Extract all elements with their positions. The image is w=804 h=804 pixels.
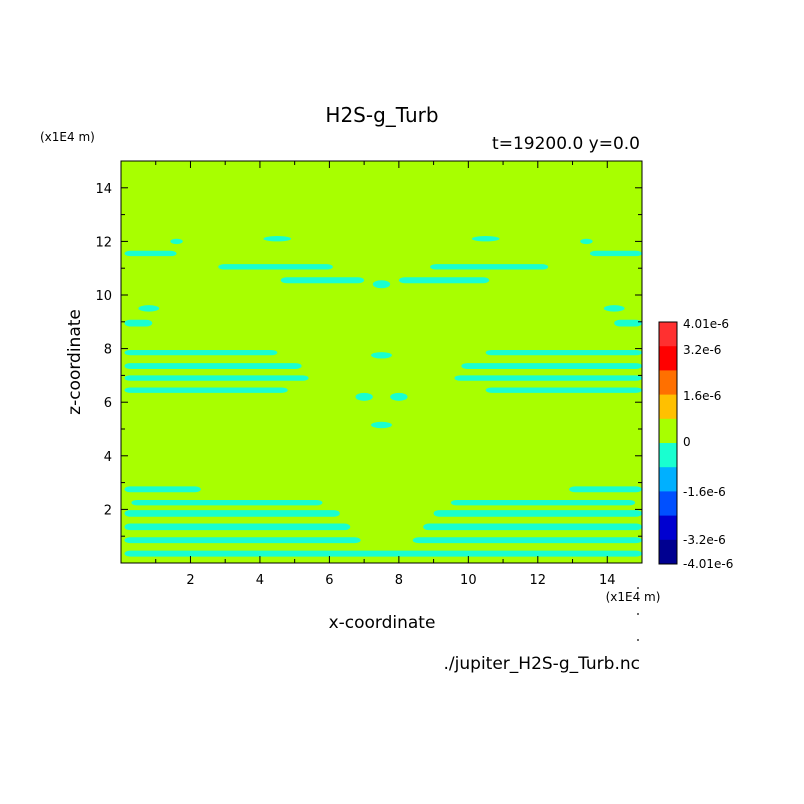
contour-band xyxy=(450,500,636,506)
x-tick-label: 2 xyxy=(186,573,194,588)
y-tick-label: 4 xyxy=(104,450,112,465)
source-file-label: ./jupiter_H2S-g_Turb.nc xyxy=(444,654,640,674)
contour-band xyxy=(485,387,642,393)
chart-subtitle: t=19200.0 y=0.0 xyxy=(492,134,640,154)
corner-dot xyxy=(637,639,639,641)
contour-band xyxy=(569,486,642,493)
contour-band xyxy=(124,550,642,557)
contour-band xyxy=(412,537,642,544)
contour-band xyxy=(124,486,201,493)
colorbar-swatch xyxy=(659,467,677,492)
x-tick-label: 8 xyxy=(395,573,403,588)
contour-band xyxy=(614,319,642,327)
contour-band xyxy=(398,277,490,284)
y-axis-unit: (x1E4 m) xyxy=(40,130,95,144)
contour-band xyxy=(124,537,361,544)
contour-band xyxy=(430,264,549,270)
chart-title: H2S-g_Turb xyxy=(325,103,438,127)
contour-band xyxy=(124,375,309,381)
colorbar-swatch xyxy=(659,539,677,565)
contour-blob xyxy=(371,352,392,359)
contour-band xyxy=(124,363,302,369)
colorbar-swatch xyxy=(659,443,677,468)
y-tick-label: 8 xyxy=(104,343,112,358)
contour-band xyxy=(124,319,153,327)
x-axis-label: x-coordinate xyxy=(329,613,436,633)
contour-blob xyxy=(372,280,391,289)
colorbar-swatch xyxy=(659,346,677,371)
axis-ticks: 2 4 6 8 10 12 14 2 4 6 8 10 12 14 xyxy=(95,161,642,588)
colorbar-swatch xyxy=(659,370,677,396)
contour-blob xyxy=(371,421,392,429)
colorbar-label: -4.01e-6 xyxy=(683,557,733,571)
contour-blob xyxy=(390,392,408,401)
contour-blob xyxy=(603,305,625,312)
corner-dot xyxy=(637,587,639,589)
contour-band xyxy=(280,277,365,284)
contour-blob xyxy=(580,238,593,245)
contour-blob xyxy=(355,392,373,401)
contour-band xyxy=(485,349,642,356)
colorbar: 4.01e-6 3.2e-6 1.6e-6 0 -1.6e-6 -3.2e-6 -4.01e… xyxy=(658,317,733,571)
x-tick-label: 4 xyxy=(256,573,264,588)
y-axis-label: z-coordinate xyxy=(65,309,85,415)
contour-band xyxy=(124,387,288,393)
contour-band xyxy=(124,523,351,531)
colorbar-swatch xyxy=(659,394,677,420)
y-tick-label: 12 xyxy=(95,235,112,250)
colorbar-label: 4.01e-6 xyxy=(683,317,729,331)
colorbar-label: 3.2e-6 xyxy=(683,343,721,357)
colorbar-label: -1.6e-6 xyxy=(683,485,726,499)
y-tick-label: 2 xyxy=(104,503,112,518)
contour-band xyxy=(218,264,333,270)
plot-frame xyxy=(120,160,643,564)
plot-area xyxy=(121,161,642,563)
contour-band xyxy=(124,349,278,356)
y-tick-label: 14 xyxy=(95,182,112,197)
colorbar-swatch xyxy=(659,515,677,541)
x-tick-label: 12 xyxy=(530,573,547,588)
x-tick-label: 6 xyxy=(325,573,333,588)
x-tick-label: 10 xyxy=(460,573,477,588)
contour-blob xyxy=(138,305,160,312)
contour-band xyxy=(131,500,323,506)
colorbar-swatch xyxy=(659,491,677,517)
y-tick-label: 6 xyxy=(104,396,112,411)
contour-band xyxy=(124,250,177,257)
colorbar-label: 0 xyxy=(683,435,691,449)
contour-band xyxy=(433,510,642,517)
contour-blob xyxy=(170,238,183,245)
corner-dot xyxy=(637,613,639,615)
y-tick-label: 10 xyxy=(95,289,112,304)
contour-blob xyxy=(471,236,500,242)
colorbar-swatch xyxy=(659,418,677,444)
contour-band xyxy=(461,363,642,369)
contour-band xyxy=(124,510,340,517)
x-axis-unit: (x1E4 m) xyxy=(606,590,661,604)
contour-blob xyxy=(263,236,292,242)
x-tick-label: 14 xyxy=(599,573,616,588)
contour-band xyxy=(454,375,642,381)
colorbar-frame xyxy=(658,321,678,565)
colorbar-label: 1.6e-6 xyxy=(683,389,721,403)
colorbar-label: -3.2e-6 xyxy=(683,533,726,547)
field-background xyxy=(121,161,642,563)
contour-band xyxy=(423,523,642,531)
contour-band xyxy=(589,250,642,257)
colorbar-swatch xyxy=(659,322,677,347)
